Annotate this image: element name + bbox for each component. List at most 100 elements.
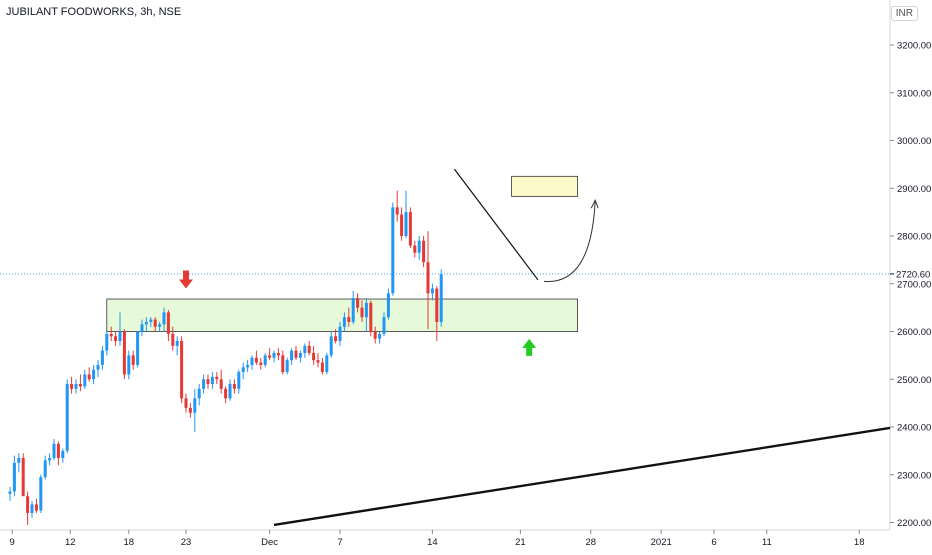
candle-body xyxy=(158,324,162,327)
y-tick-label: 2600.00 xyxy=(897,327,931,338)
candle-body xyxy=(391,207,395,294)
candle-body xyxy=(78,384,82,387)
candle-body xyxy=(276,352,280,356)
candle-body xyxy=(92,369,96,380)
candle-body xyxy=(364,302,368,318)
candle-body xyxy=(329,336,333,356)
candle-body xyxy=(316,360,320,363)
candle-body xyxy=(144,321,148,325)
sell-signal-arrow xyxy=(179,270,193,289)
candle-body xyxy=(118,331,122,342)
y-tick-label: 2700.00 xyxy=(897,279,931,290)
candle-body xyxy=(404,212,408,236)
candle-body xyxy=(122,331,126,375)
resistance-zone xyxy=(511,175,579,197)
candle-body xyxy=(219,379,223,389)
candle-body xyxy=(166,312,170,334)
candle-body xyxy=(435,288,439,322)
candle-body xyxy=(12,462,16,492)
candle-body xyxy=(87,374,91,380)
x-tick-label: 2021 xyxy=(651,537,672,548)
candle-body xyxy=(369,302,373,332)
candle-body xyxy=(360,307,364,318)
candle-body xyxy=(263,355,267,365)
candle-body xyxy=(241,367,245,373)
x-tick-label: 21 xyxy=(515,537,526,548)
last-price-label: 2720.60 xyxy=(896,269,930,280)
x-tick-label: 7 xyxy=(337,537,342,548)
candle-body xyxy=(294,350,298,358)
last-price-tag-bg xyxy=(892,266,932,281)
candle-body xyxy=(400,214,404,236)
descending-trendline xyxy=(453,168,539,281)
candle-body xyxy=(417,240,421,253)
candle-body xyxy=(298,352,302,358)
candle-body xyxy=(188,407,192,413)
candle-body xyxy=(259,362,263,365)
currency-badge[interactable]: INR xyxy=(890,6,918,21)
candle-body xyxy=(74,384,78,389)
candle-body xyxy=(100,350,104,365)
candle-body xyxy=(197,388,201,399)
candle-body xyxy=(320,362,324,373)
candle-body xyxy=(52,443,56,459)
candle-body xyxy=(215,376,219,380)
candle-body xyxy=(268,355,272,358)
symbol-title[interactable]: JUBILANT FOODWORKS, 3h, NSE xyxy=(6,6,182,18)
candle-body xyxy=(17,458,21,463)
candle-body xyxy=(272,352,276,358)
candle-body xyxy=(254,357,258,363)
candle-body xyxy=(356,298,360,308)
candle-body xyxy=(56,443,60,459)
x-tick-label: 23 xyxy=(181,537,192,548)
y-tick-label: 2500.00 xyxy=(897,375,931,386)
candle-body xyxy=(131,355,135,365)
candle-body xyxy=(232,384,236,389)
candle-body xyxy=(285,360,289,373)
candle-body xyxy=(281,355,285,373)
candle-body xyxy=(109,333,113,337)
candle-body xyxy=(153,319,157,327)
candle-body xyxy=(127,355,131,375)
candle-body xyxy=(43,460,47,478)
candle-body xyxy=(382,317,386,334)
candle-body xyxy=(21,458,25,497)
candle-body xyxy=(136,331,140,365)
candle-body xyxy=(347,317,351,322)
candle-body xyxy=(65,384,69,451)
buy-signal-arrow xyxy=(522,338,537,356)
candle-body xyxy=(373,331,377,339)
candle-body xyxy=(290,350,294,361)
candle-body xyxy=(26,496,30,513)
candle-body xyxy=(303,345,307,353)
candle-body xyxy=(175,341,179,346)
candle-body xyxy=(312,352,316,361)
x-tick-label: 28 xyxy=(586,537,597,548)
x-tick-label: 18 xyxy=(854,537,865,548)
candle-body xyxy=(338,326,342,342)
candle-body xyxy=(162,312,166,325)
candle-body xyxy=(426,262,430,294)
candle-body xyxy=(83,374,87,387)
support-zone xyxy=(106,298,578,332)
candle-body xyxy=(105,333,109,351)
y-tick-label: 2900.00 xyxy=(897,184,931,195)
candle-body xyxy=(224,388,228,399)
candle-body xyxy=(342,317,346,327)
y-tick-label: 3000.00 xyxy=(897,136,931,147)
y-tick-label: 2400.00 xyxy=(897,423,931,434)
x-tick-label: 18 xyxy=(124,537,135,548)
candle-body xyxy=(39,477,43,511)
candle-body xyxy=(386,293,390,318)
candle-body xyxy=(30,504,34,513)
x-tick-label: 9 xyxy=(10,537,15,548)
candle-body xyxy=(171,333,175,346)
candle-body xyxy=(34,504,38,511)
candle-body xyxy=(378,333,382,339)
candle-body xyxy=(180,341,184,399)
candle-body xyxy=(430,288,434,294)
x-tick-label: 6 xyxy=(711,537,716,548)
candle-body xyxy=(228,384,232,399)
